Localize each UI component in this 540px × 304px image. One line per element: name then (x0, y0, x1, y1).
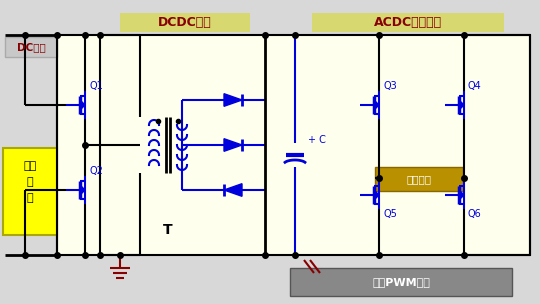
Bar (5, 37, 57, 57)
Text: + C: + C (308, 135, 326, 145)
Bar (3, 148, 57, 235)
Polygon shape (224, 94, 242, 106)
Polygon shape (81, 101, 85, 109)
Text: Q3: Q3 (383, 81, 397, 91)
Bar (375, 167, 463, 191)
Text: Q6: Q6 (468, 209, 482, 219)
Text: DCDC升压: DCDC升压 (158, 16, 212, 29)
Bar (312, 13, 504, 32)
Polygon shape (224, 139, 242, 151)
Text: T: T (163, 223, 173, 237)
Polygon shape (460, 101, 464, 109)
Text: Q1: Q1 (89, 81, 103, 91)
Polygon shape (460, 191, 464, 199)
Text: ACDC全桥逆变: ACDC全桥逆变 (374, 16, 442, 29)
Polygon shape (375, 191, 379, 199)
Text: 推挥: 推挥 (23, 161, 37, 171)
Text: Q5: Q5 (383, 209, 397, 219)
Text: 全桥PWM控制: 全桥PWM控制 (372, 277, 430, 287)
Text: Q2: Q2 (89, 166, 103, 176)
Text: 制: 制 (26, 193, 33, 203)
Bar (57, 35, 530, 255)
Polygon shape (224, 184, 242, 196)
Polygon shape (375, 101, 379, 109)
Text: Q4: Q4 (468, 81, 482, 91)
Text: 控: 控 (26, 177, 33, 187)
Text: 交流输出: 交流输出 (407, 174, 431, 184)
Polygon shape (81, 186, 85, 194)
Bar (290, 268, 512, 296)
Bar (120, 13, 250, 32)
Text: DC输入: DC输入 (17, 42, 45, 52)
